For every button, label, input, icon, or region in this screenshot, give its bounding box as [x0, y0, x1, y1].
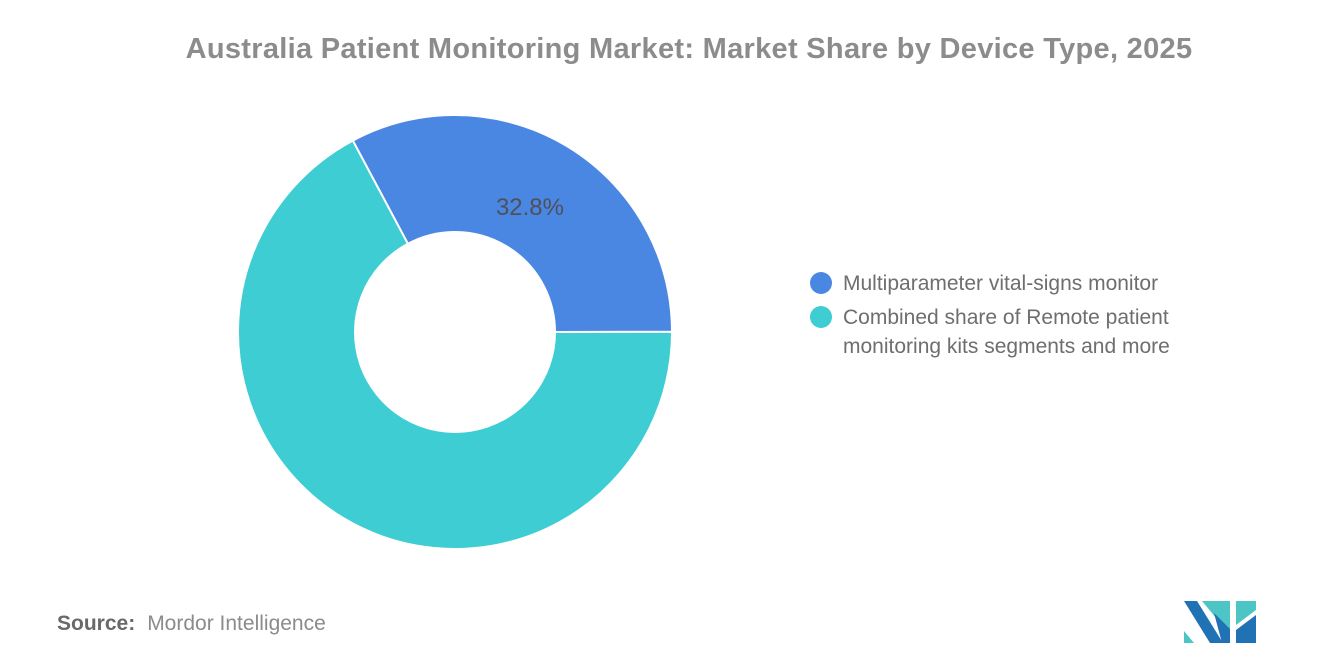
- chart-title: Australia Patient Monitoring Market: Mar…: [185, 33, 1193, 65]
- logo-blue-band: [1184, 601, 1223, 643]
- legend-marker-blue-circle: [810, 272, 832, 294]
- source-name: Mordor Intelligence: [147, 612, 326, 635]
- legend-marker-blue-icon: [810, 272, 832, 294]
- legend-marker-teal-circle: [810, 306, 832, 328]
- donut-slice-1[interactable]: [237, 139, 674, 550]
- legend-item-remote-combined[interactable]: Combined share of Remote patient monitor…: [810, 303, 1203, 361]
- donut-slice-0[interactable]: [351, 114, 674, 333]
- legend-marker-teal-icon: [810, 306, 832, 328]
- source-prefix: Source:: [57, 612, 136, 635]
- legend-label: Combined share of Remote patient monitor…: [843, 306, 1170, 358]
- logo-blue-wedge: [1214, 613, 1230, 643]
- legend-item-multiparameter[interactable]: Multiparameter vital-signs monitor: [810, 269, 1203, 298]
- slice-data-label: 32.8%: [496, 194, 564, 221]
- logo-bar-blue: [1236, 615, 1256, 643]
- mordor-intelligence-logo: [1184, 601, 1256, 643]
- legend: Multiparameter vital-signs monitor Combi…: [810, 269, 1203, 361]
- logo-teal-wedge: [1184, 631, 1194, 643]
- logo-bar-teal: [1236, 601, 1256, 625]
- donut-chart: 32.8%: [237, 114, 674, 550]
- legend-label: Multiparameter vital-signs monitor: [843, 272, 1159, 295]
- source-attribution: Source: Mordor Intelligence: [57, 612, 326, 636]
